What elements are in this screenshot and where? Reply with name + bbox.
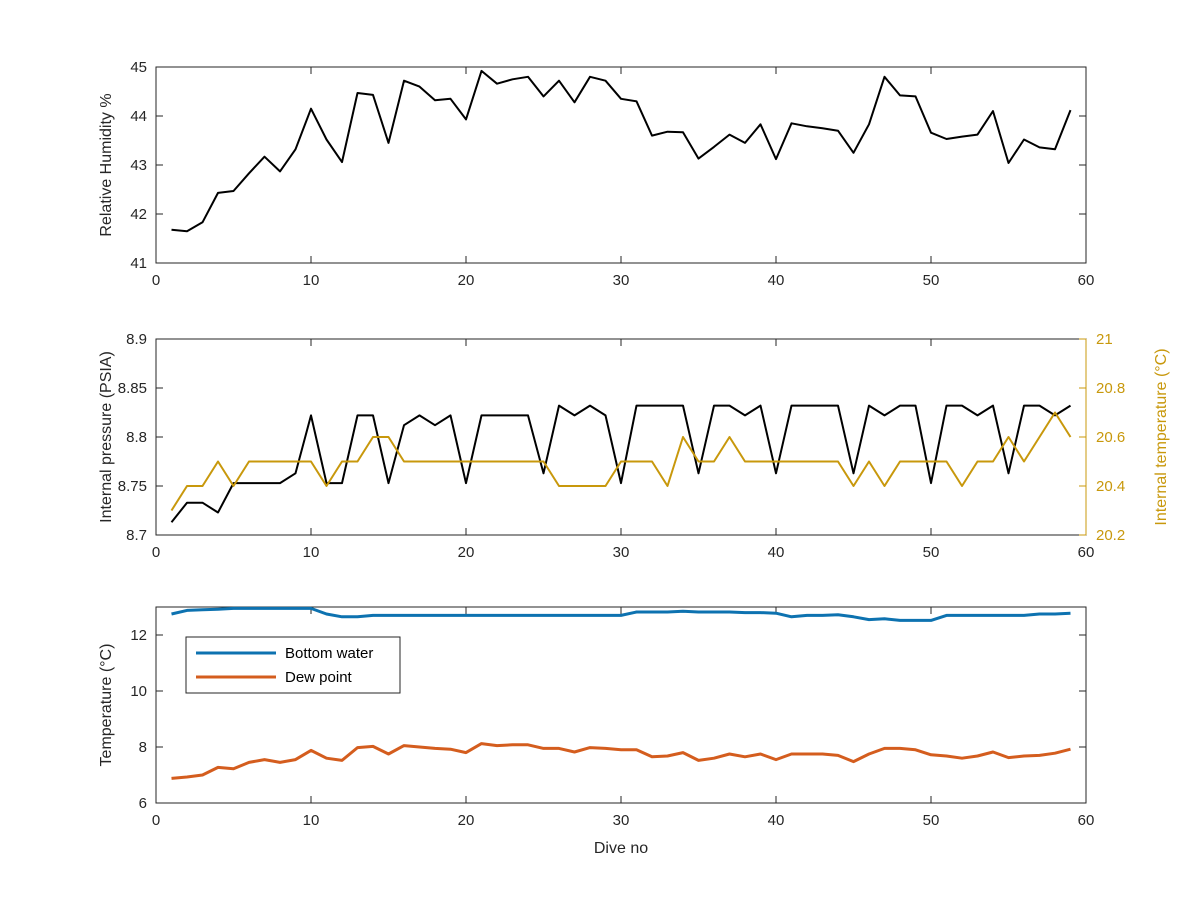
y-axis-right-title: Internal temperature (°C) (1153, 348, 1170, 525)
x-tick-label: 40 (768, 544, 785, 561)
x-tick-label: 30 (613, 812, 630, 829)
x-tick-label: 10 (303, 544, 320, 561)
legend-label: Bottom water (285, 645, 373, 662)
y-tick-label: 6 (139, 795, 147, 812)
plot-area-1 (155, 66, 1087, 264)
y-axis-title: Relative Humidity % (98, 93, 115, 236)
y-tick-label: 10 (130, 683, 147, 700)
panel-1: 0 10 20 30 40 50 60 41 42 43 44 45 Relative Humidity… (98, 59, 1094, 289)
y-axis-title: Temperature (°C) (98, 644, 115, 767)
series-line-p1-1 (171, 69, 1072, 233)
legend-label: Dew point (285, 669, 353, 686)
x-tick-label: 60 (1078, 812, 1095, 829)
x-tick-label: 20 (458, 812, 475, 829)
x-tick-label: 20 (458, 544, 475, 561)
x-tick-label: 50 (923, 544, 940, 561)
panel-3: 0 10 20 30 40 50 60 6 8 10 12 Temperature (°C) Dive … (98, 606, 1095, 857)
y-right-tick-label: 20.8 (1096, 380, 1125, 397)
y-right-tick-label: 20.4 (1096, 478, 1125, 495)
x-tick-label: 30 (613, 272, 630, 289)
y-tick-label: 45 (130, 59, 147, 76)
y-axis-title: Internal pressure (PSIA) (98, 351, 115, 523)
x-tick-label: 10 (303, 272, 320, 289)
x-tick-label: 20 (458, 272, 475, 289)
y-tick-label: 8.85 (118, 380, 147, 397)
y-tick-label: 8 (139, 739, 147, 756)
x-tick-label: 0 (152, 812, 160, 829)
y-tick-label: 8.8 (126, 429, 147, 446)
series-line-bottom-water (171, 606, 1071, 622)
y-tick-label: 44 (130, 108, 147, 125)
x-tick-label: 10 (303, 812, 320, 829)
x-tick-label: 60 (1078, 272, 1095, 289)
x-tick-label: 0 (152, 544, 160, 561)
y-tick-label: 41 (130, 255, 147, 272)
x-tick-label: 50 (923, 272, 940, 289)
x-tick-label: 50 (923, 812, 940, 829)
y-tick-label: 42 (130, 206, 147, 223)
legend-box (185, 636, 401, 694)
y-tick-label: 8.75 (118, 478, 147, 495)
x-tick-label: 40 (768, 812, 785, 829)
y-tick-label: 8.9 (126, 331, 147, 348)
series-line-dew-point (171, 742, 1071, 780)
y-right-tick-label: 20.6 (1096, 429, 1125, 446)
y-right-tick-label: 20.2 (1096, 527, 1125, 544)
y-tick-label: 43 (130, 157, 147, 174)
series-line-p2-2 (170, 411, 1072, 512)
plot-area-2 (155, 338, 1087, 536)
x-axis-title: Dive no (594, 840, 648, 857)
x-tick-label: 60 (1078, 544, 1095, 561)
x-tick-label: 0 (152, 272, 160, 289)
panel-2: 0 10 20 30 40 50 60 8.7 8.75 8.8 8.85 8.9 20.2 20.4 20… (98, 331, 1170, 561)
x-tick-label: 40 (768, 272, 785, 289)
plot-area-3 (155, 606, 1087, 804)
y-right-tick-label: 21 (1096, 331, 1113, 348)
series-line-p2-1 (170, 404, 1072, 523)
legend: Bottom water Dew point (185, 636, 401, 694)
y-tick-label: 8.7 (126, 527, 147, 544)
x-tick-label: 30 (613, 544, 630, 561)
y-tick-label: 12 (130, 627, 147, 644)
